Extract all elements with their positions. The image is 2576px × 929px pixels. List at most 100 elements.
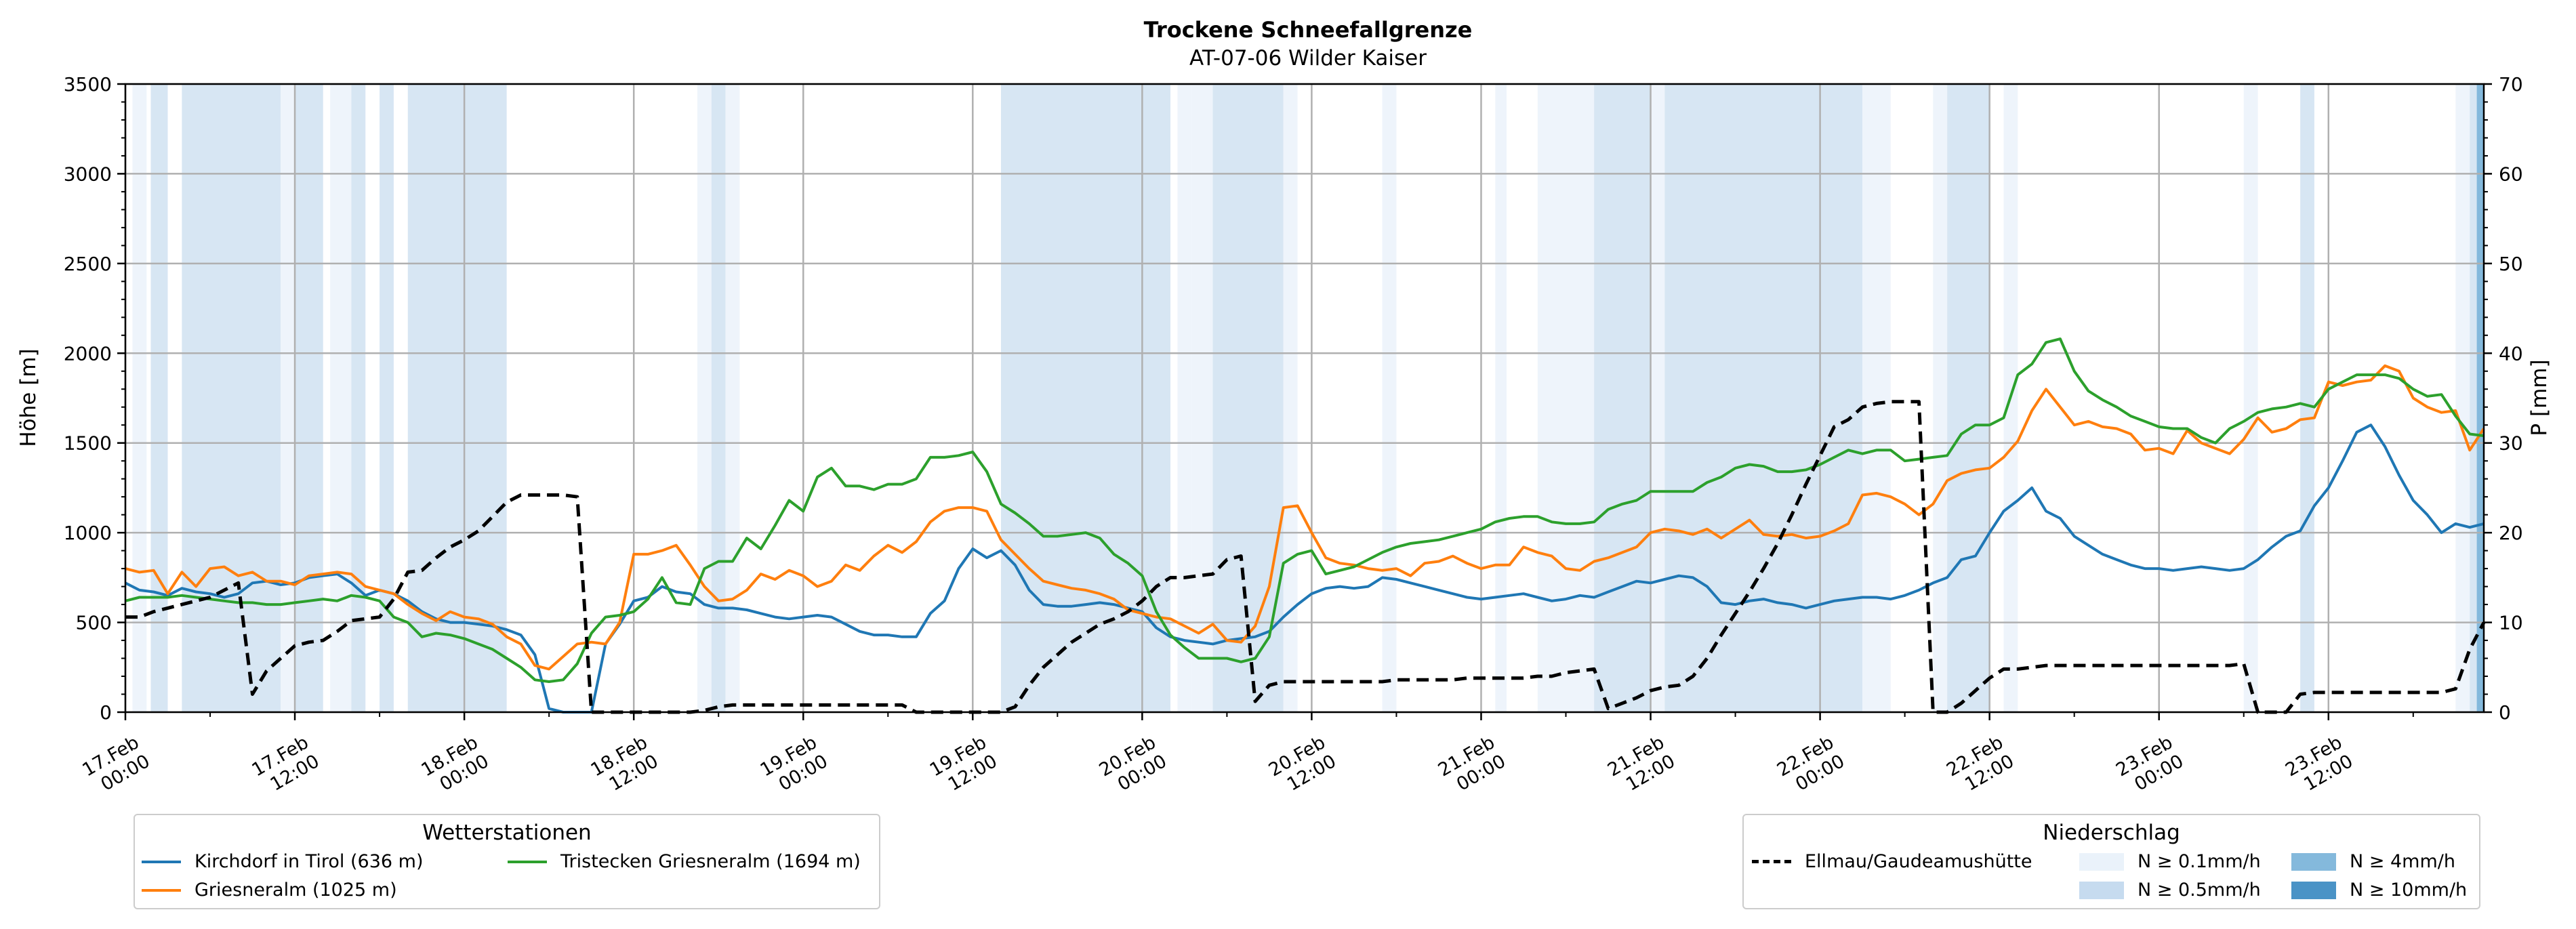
y2-tick-label-0: 0 bbox=[2499, 701, 2511, 724]
x-tick-label-7: 20.Feb12:00 bbox=[1265, 732, 1340, 800]
legend-swatch-n4 bbox=[2291, 852, 2336, 871]
y2-tick-label-4: 40 bbox=[2499, 342, 2523, 365]
precip-band-30 bbox=[2455, 84, 2470, 712]
precip-band-29 bbox=[2300, 84, 2314, 712]
legend-label-n10: N ≥ 10mm/h bbox=[2350, 880, 2468, 901]
y2-tick-label-6: 60 bbox=[2499, 163, 2523, 185]
precip-band-12 bbox=[1000, 84, 1171, 712]
x-tick-label-5: 19.Feb12:00 bbox=[926, 732, 1001, 800]
x-tick-label-9: 21.Feb12:00 bbox=[1604, 732, 1679, 800]
y2-tick-label-5: 50 bbox=[2499, 253, 2523, 275]
precip-band-3 bbox=[281, 84, 295, 712]
legend-label-kirchdorf: Kirchdorf in Tirol (636 m) bbox=[195, 851, 424, 872]
chart-subtitle: AT-07-06 Wilder Kaiser bbox=[1189, 46, 1427, 70]
y2-tick-label-2: 20 bbox=[2499, 522, 2523, 544]
y-tick-label-3: 1500 bbox=[64, 432, 112, 455]
legend-item-kirchdorf: Kirchdorf in Tirol (636 m) bbox=[142, 851, 423, 872]
precip-band-32 bbox=[2476, 84, 2484, 712]
y2-tick-label-1: 10 bbox=[2499, 612, 2523, 634]
y-tick-label-6: 3000 bbox=[64, 163, 112, 185]
y-tick-label-2: 1000 bbox=[64, 522, 112, 544]
x-tick-label-3: 18.Feb12:00 bbox=[588, 732, 662, 800]
precip-band-11 bbox=[725, 84, 740, 712]
precip-band-14 bbox=[1191, 84, 1213, 712]
y2-tick-label-7: 70 bbox=[2499, 73, 2523, 96]
stations-legend: Wetterstationen Kirchdorf in Tirol (636 … bbox=[134, 814, 880, 909]
precip-band-22 bbox=[1650, 84, 1665, 712]
x-tick-label-13: 23.Feb12:00 bbox=[2282, 732, 2356, 800]
precip-band-15 bbox=[1212, 84, 1284, 712]
precip-band-8 bbox=[407, 84, 507, 712]
legend-label-tristecken: Tristecken Griesneralm (1694 m) bbox=[560, 851, 861, 872]
legend-item-griesneralm: Griesneralm (1025 m) bbox=[142, 880, 397, 901]
legend-label-n05: N ≥ 0.5mm/h bbox=[2138, 880, 2261, 901]
legend-label-n01: N ≥ 0.1mm/h bbox=[2138, 851, 2261, 872]
precipitation-legend: Niederschlag Ellmau/Gaudeamushütte N ≥ 0… bbox=[1742, 814, 2480, 909]
precip-band-19 bbox=[1537, 84, 1566, 712]
legend-swatch-tristecken bbox=[508, 860, 547, 863]
precip-band-1 bbox=[150, 84, 168, 712]
stations-legend-title: Wetterstationen bbox=[422, 821, 592, 845]
y-tick-label-0: 0 bbox=[100, 701, 112, 724]
precip-band-0 bbox=[132, 84, 147, 712]
plot-frame bbox=[124, 83, 2485, 714]
precip-band-13 bbox=[1177, 84, 1192, 712]
precip-band-25 bbox=[1933, 84, 1948, 712]
y2-tick-label-3: 30 bbox=[2499, 432, 2523, 455]
chart-title: Trockene Schneefallgrenze bbox=[1144, 17, 1473, 43]
precip-band-17 bbox=[1382, 84, 1397, 712]
y2-axis-label: P [mm] bbox=[2527, 359, 2552, 436]
x-tick-label-12: 23.Feb00:00 bbox=[2112, 732, 2187, 800]
y-tick-label-1: 500 bbox=[76, 612, 112, 634]
precip-band-9 bbox=[697, 84, 712, 712]
legend-swatch-n10 bbox=[2291, 881, 2336, 899]
precip-band-5 bbox=[330, 84, 352, 712]
x-tick-label-4: 19.Feb00:00 bbox=[757, 732, 832, 800]
series-line-3 bbox=[125, 400, 2486, 714]
legend-label-n4: N ≥ 4mm/h bbox=[2350, 851, 2455, 872]
precip-band-16 bbox=[1283, 84, 1298, 712]
series-line-0 bbox=[125, 424, 2485, 714]
legend-item-ellmau: Ellmau/Gaudeamushütte bbox=[1752, 851, 2032, 872]
legend-item-n01: N ≥ 0.1mm/h bbox=[2079, 851, 2261, 872]
y-tick-label-7: 3500 bbox=[64, 73, 112, 96]
x-tick-label-10: 22.Feb00:00 bbox=[1774, 732, 1848, 800]
precipitation-bands bbox=[132, 84, 2484, 712]
series-lines bbox=[125, 337, 2486, 714]
precip-band-24 bbox=[1862, 84, 1891, 712]
legend-swatch-kirchdorf bbox=[142, 860, 181, 863]
y-axis-label: Höhe [m] bbox=[16, 348, 41, 447]
precip-band-26 bbox=[1947, 84, 1990, 712]
precip-band-7 bbox=[380, 84, 394, 712]
precip-band-21 bbox=[1594, 84, 1651, 712]
x-tick-label-6: 20.Feb00:00 bbox=[1096, 732, 1170, 800]
precip-band-6 bbox=[351, 84, 366, 712]
series-line-1 bbox=[125, 364, 2485, 671]
precip-band-10 bbox=[711, 84, 726, 712]
x-tick-label-11: 22.Feb12:00 bbox=[1943, 732, 2018, 800]
legend-swatch-n05 bbox=[2079, 881, 2124, 899]
precip-band-23 bbox=[1664, 84, 1863, 712]
legend-item-tristecken: Tristecken Griesneralm (1694 m) bbox=[508, 851, 861, 872]
legend-label-griesneralm: Griesneralm (1025 m) bbox=[195, 880, 397, 901]
precip-band-18 bbox=[1495, 84, 1507, 712]
series-line-2 bbox=[125, 337, 2485, 683]
x-tick-label-1: 17.Feb12:00 bbox=[248, 732, 323, 800]
legend-item-n05: N ≥ 0.5mm/h bbox=[2079, 880, 2261, 901]
legend-swatch-ellmau bbox=[1752, 860, 1791, 863]
legend-swatch-griesneralm bbox=[142, 888, 181, 892]
precip-band-2 bbox=[182, 84, 281, 712]
legend-item-n4: N ≥ 4mm/h bbox=[2291, 851, 2455, 872]
precip-band-4 bbox=[295, 84, 323, 712]
y-tick-label-5: 2500 bbox=[64, 253, 112, 275]
y-tick-label-4: 2000 bbox=[64, 342, 112, 365]
legend-item-n10: N ≥ 10mm/h bbox=[2291, 880, 2467, 901]
precip-band-28 bbox=[2243, 84, 2258, 712]
x-tick-label-8: 21.Feb00:00 bbox=[1435, 732, 1509, 800]
precipitation-legend-title: Niederschlag bbox=[2043, 821, 2180, 845]
x-tick-label-0: 17.Feb00:00 bbox=[79, 732, 153, 800]
legend-label-ellmau: Ellmau/Gaudeamushütte bbox=[1805, 851, 2032, 872]
legend-swatch-n01 bbox=[2079, 852, 2124, 871]
x-tick-label-2: 18.Feb00:00 bbox=[418, 732, 493, 800]
